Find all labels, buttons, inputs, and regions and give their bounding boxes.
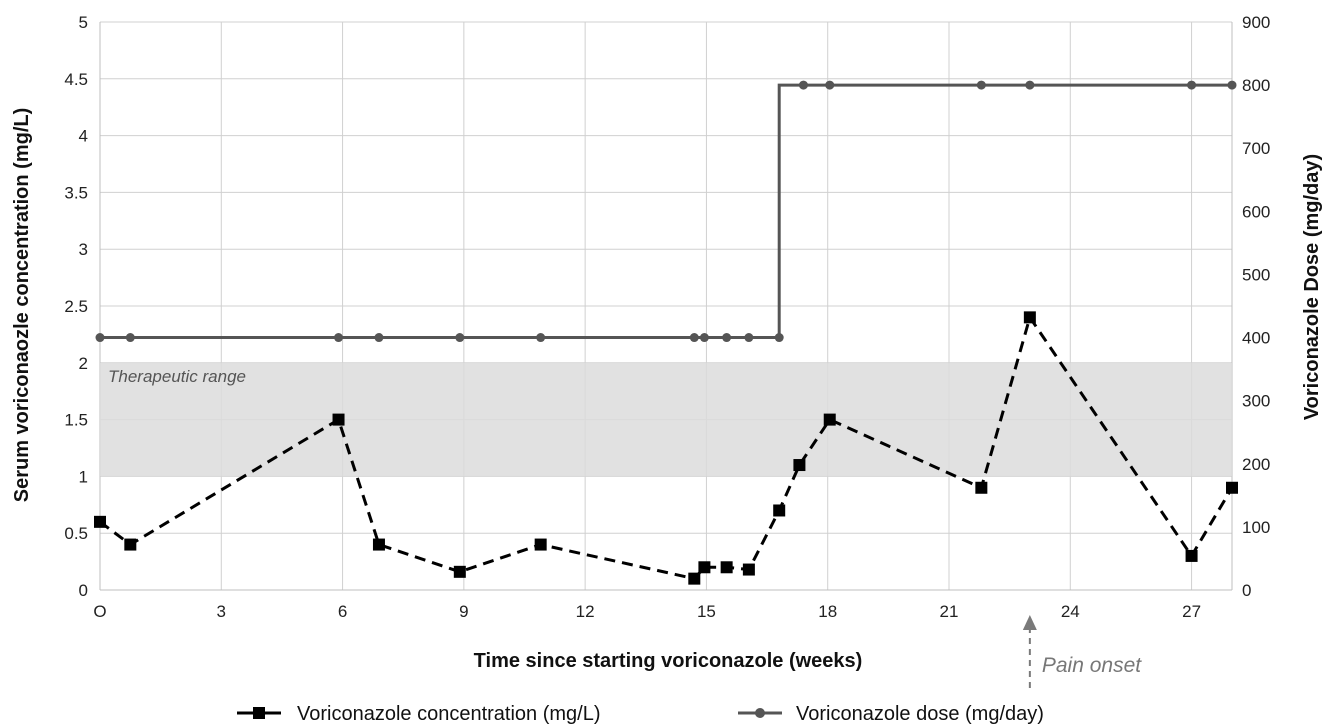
x-axis-title: Time since starting voriconazole (weeks) (474, 650, 863, 672)
y2-tick-label: 800 (1242, 76, 1270, 95)
x-axis-ticks: O 3 6 9 12 15 18 21 24 27 (93, 602, 1201, 621)
concentration-point (720, 561, 733, 574)
legend-label-concentration: Voriconazole concentration (mg/L) (297, 703, 601, 725)
x-tick-label: 6 (338, 602, 347, 621)
concentration-point (773, 504, 786, 517)
concentration-point (742, 563, 755, 576)
y-tick-label: 3.5 (64, 183, 88, 202)
dose-point (455, 333, 465, 343)
x-tick-label: 3 (217, 602, 226, 621)
y-axis-ticks: 0 0.5 1 1.5 2 2.5 3 3.5 4 4.5 5 (64, 13, 88, 600)
concentration-point (698, 561, 711, 574)
legend: Voriconazole concentration (mg/L) Vorico… (237, 703, 1044, 725)
dose-point (774, 333, 784, 343)
concentration-point (793, 459, 806, 472)
y-axis-title: Serum voriconaozle concentration (mg/L) (11, 108, 33, 503)
x-tick-label: 27 (1182, 602, 1201, 621)
y2-tick-label: 200 (1242, 455, 1270, 474)
y2-tick-label: 300 (1242, 392, 1270, 411)
circle-marker-icon (755, 708, 765, 718)
dose-point (744, 333, 754, 343)
y2-tick-label: 400 (1242, 329, 1270, 348)
y2-tick-label: 600 (1242, 202, 1270, 221)
y2-axis-ticks: 0 100 200 300 400 500 600 700 800 900 (1242, 13, 1270, 600)
concentration-point (124, 538, 137, 551)
x-tick-label: 12 (576, 602, 595, 621)
dose-point (722, 333, 732, 343)
legend-item-dose: Voriconazole dose (mg/day) (738, 703, 1044, 725)
dose-point (825, 80, 835, 90)
x-tick-label: 21 (940, 602, 959, 621)
y-tick-label: 4.5 (64, 70, 88, 89)
x-tick-label: O (93, 602, 106, 621)
y2-tick-label: 500 (1242, 265, 1270, 284)
dose-line (100, 83, 1232, 340)
pain-onset-annotation: Pain onset (1022, 615, 1142, 688)
dose-point (689, 333, 699, 343)
concentration-point (1185, 549, 1198, 562)
y-tick-label: 0 (79, 581, 88, 600)
concentration-point (688, 572, 701, 585)
concentration-point (332, 413, 345, 426)
concentration-point (975, 481, 988, 494)
y-tick-label: 1.5 (64, 411, 88, 430)
y-tick-label: 5 (79, 13, 88, 32)
arrow-up-icon (1022, 615, 1037, 630)
dose-point (699, 333, 709, 343)
dose-point (374, 333, 384, 343)
grid (99, 21, 1233, 591)
series-concentration (94, 311, 1238, 585)
x-tick-label: 24 (1061, 602, 1080, 621)
concentration-point (453, 565, 466, 578)
dose-point (1227, 80, 1237, 90)
dose-point (1025, 80, 1035, 90)
concentration-point (372, 538, 385, 551)
dose-point (95, 333, 105, 343)
x-tick-label: 15 (697, 602, 716, 621)
x-tick-label: 18 (818, 602, 837, 621)
y-tick-label: 2 (79, 354, 88, 373)
therapeutic-range-band (100, 362, 1232, 477)
concentration-point (534, 538, 547, 551)
y-tick-label: 2.5 (64, 297, 88, 316)
y-tick-label: 0.5 (64, 524, 88, 543)
y2-tick-label: 0 (1242, 581, 1251, 600)
therapeutic-range-label: Therapeutic range (108, 367, 246, 386)
y-tick-label: 4 (79, 127, 88, 146)
y-tick-label: 1 (79, 467, 88, 486)
series-dose (95, 80, 1237, 343)
square-marker-icon (253, 707, 265, 719)
pain-onset-label: Pain onset (1042, 654, 1142, 677)
concentration-point (823, 413, 836, 426)
y2-tick-label: 100 (1242, 518, 1270, 537)
y2-tick-label: 700 (1242, 139, 1270, 158)
legend-label-dose: Voriconazole dose (mg/day) (796, 703, 1044, 725)
concentration-point (1226, 481, 1238, 494)
concentration-point (1023, 311, 1036, 324)
legend-item-concentration: Voriconazole concentration (mg/L) (237, 703, 601, 725)
concentration-point (94, 515, 106, 528)
dose-point (976, 80, 986, 90)
dose-point (334, 333, 344, 343)
dose-point (798, 80, 808, 90)
y-tick-label: 3 (79, 240, 88, 259)
x-tick-label: 9 (459, 602, 468, 621)
y2-axis-title: Voriconazole Dose (mg/day) (1301, 154, 1323, 420)
dose-point (1187, 80, 1197, 90)
dose-point (125, 333, 135, 343)
dose-point (536, 333, 546, 343)
y2-tick-label: 900 (1242, 13, 1270, 32)
